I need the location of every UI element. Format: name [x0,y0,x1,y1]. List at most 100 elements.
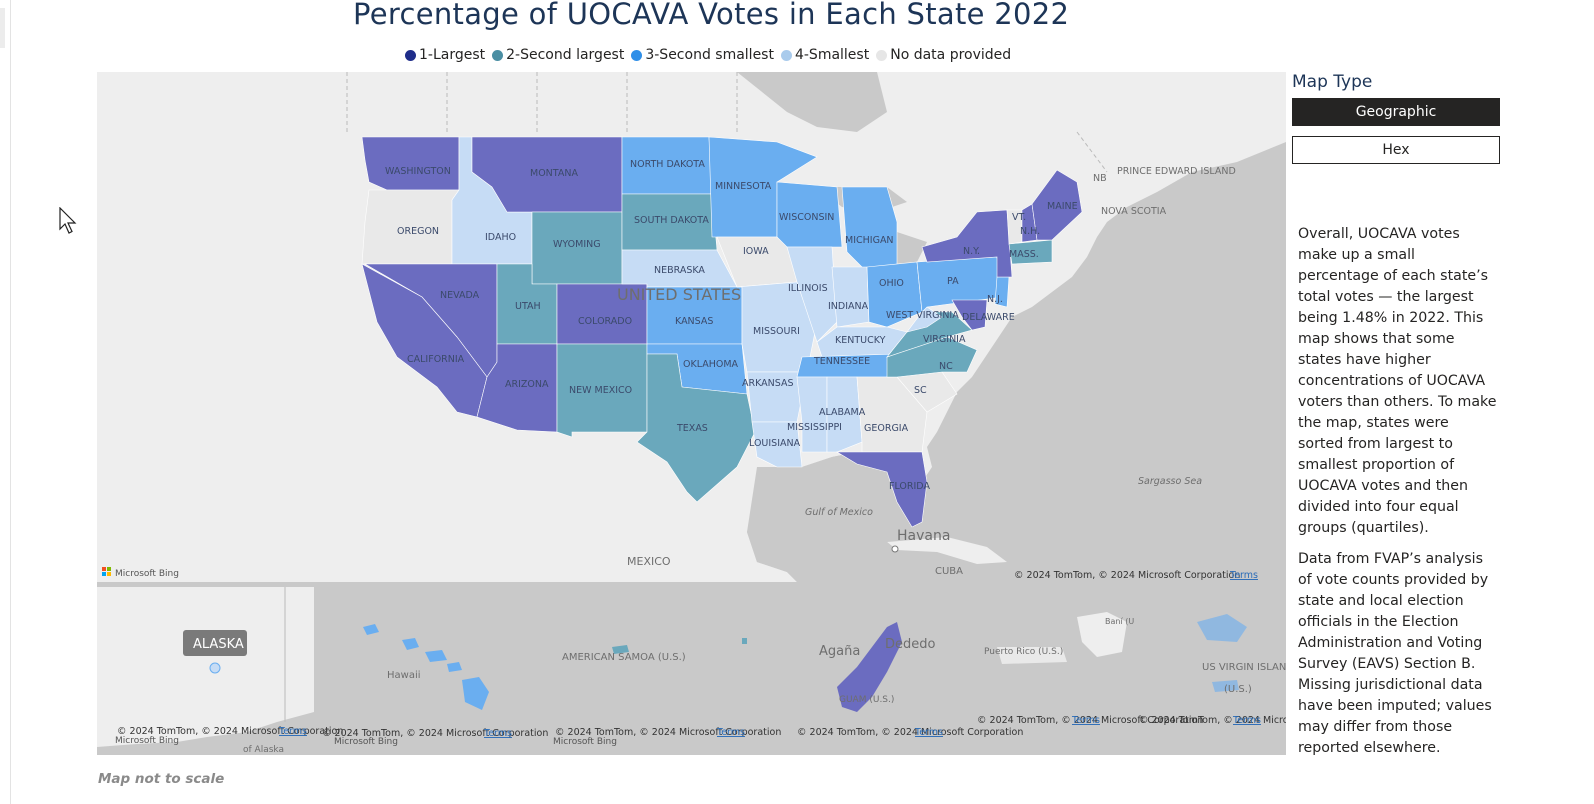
svg-text:N.J.: N.J. [987,294,1003,305]
state-washington[interactable] [361,136,460,191]
svg-text:NB: NB [1093,173,1107,184]
legend-item-second-largest[interactable]: 2-Second largest [492,47,624,63]
inset-virgin-islands[interactable]: US VIRGIN ISLANDS (U.S.) [1134,587,1286,755]
svg-text:UNITED STATES: UNITED STATES [617,285,741,304]
map-visual[interactable]: WASHINGTON MONTANA NORTH DAKOTA MINNESOT… [97,72,1286,755]
left-panel-tab [0,8,5,48]
state-new-york[interactable] [921,209,1013,278]
svg-text:LOUISIANA: LOUISIANA [749,438,801,449]
gulf-of-mexico [747,452,912,582]
svg-text:Microsoft Bing: Microsoft Bing [115,569,179,579]
land-mexico [397,412,757,582]
svg-text:KANSAS: KANSAS [675,316,713,327]
state-indiana[interactable] [831,266,870,328]
svg-text:NOVA SCOTIA: NOVA SCOTIA [1101,206,1167,217]
state-north-carolina[interactable] [886,336,978,378]
svg-text:ARKANSAS: ARKANSAS [742,378,794,389]
svg-text:Puerto Rico (U.S.): Puerto Rico (U.S.) [984,647,1063,657]
svg-text:© 2024 TomTom, © 2024 Microsof: © 2024 TomTom, © 2024 Microsoft Corporat… [1139,715,1286,726]
terms-link[interactable]: Terms [914,727,943,738]
terms-link[interactable]: Terms [278,726,307,737]
state-alabama[interactable] [826,376,863,453]
description-paragraph-1: Overall, UOCAVA votes make up a small pe… [1298,226,1497,536]
state-massachusetts[interactable] [1008,239,1053,265]
state-florida[interactable] [835,451,928,528]
state-maine[interactable] [1031,169,1083,241]
svg-text:© 2024 TomTom, © 2024 Microsof: © 2024 TomTom, © 2024 Microsoft Corporat… [977,715,1203,726]
terms-link[interactable]: Terms [1071,715,1100,726]
legend-swatch-icon [780,49,792,61]
svg-text:IDAHO: IDAHO [485,232,516,243]
state-illinois[interactable] [786,246,838,343]
city-marker-icon [891,545,899,553]
svg-text:NEW MEXICO: NEW MEXICO [569,385,632,396]
svg-text:CALIFORNIA: CALIFORNIA [407,354,465,365]
svg-text:CUBA: CUBA [935,566,963,577]
svg-text:VIRGINIA: VIRGINIA [923,334,966,345]
svg-text:VT.: VT. [1012,212,1026,223]
svg-text:OREGON: OREGON [397,226,439,237]
svg-text:© 2024 TomTom, © 2024 Microsof: © 2024 TomTom, © 2024 Microsoft Corporat… [322,728,548,739]
land-florida-cuba [887,537,1007,564]
svg-text:NORTH DAKOTA: NORTH DAKOTA [630,159,705,170]
svg-text:N.Y.: N.Y. [963,246,980,257]
inset-hawaii[interactable]: Hawaii [317,587,542,755]
svg-text:OHIO: OHIO [879,278,904,289]
svg-text:TENNESSEE: TENNESSEE [813,356,870,367]
svg-text:PA: PA [947,276,959,287]
svg-text:Baní (U.S.): Baní (U.S.) [1105,617,1148,626]
us-states[interactable] [361,136,1083,528]
svg-text:OKLAHOMA: OKLAHOMA [683,359,739,370]
svg-text:Dededo: Dededo [885,637,936,652]
legend-swatch-icon [876,49,888,61]
inset-alaska[interactable]: ALASKA of Alaska [97,587,314,755]
inset-american-samoa[interactable]: AMERICAN SAMOA (U.S.) [545,587,770,755]
svg-text:Havana: Havana [897,528,950,544]
map-canvas[interactable]: WASHINGTON MONTANA NORTH DAKOTA MINNESOT… [97,72,1286,755]
state-delaware-maryland[interactable] [951,299,988,331]
state-california[interactable] [361,263,488,418]
svg-text:MISSISSIPPI: MISSISSIPPI [787,422,842,433]
state-ohio[interactable] [866,261,923,328]
state-mississippi[interactable] [796,376,828,453]
svg-text:AMERICAN SAMOA (U.S.): AMERICAN SAMOA (U.S.) [562,652,686,663]
terms-link[interactable]: Terms [716,727,745,738]
legend-item-smallest[interactable]: 4-Smallest [780,47,869,63]
svg-text:© 2024 TomTom, © 2024 Microsof: © 2024 TomTom, © 2024 Microsoft Corporat… [555,727,781,738]
geographic-button[interactable]: Geographic [1292,98,1500,126]
legend-item-largest[interactable]: 1-Largest [405,47,485,63]
svg-text:of Alaska: of Alaska [243,745,284,755]
svg-text:ALASKA: ALASKA [193,637,244,652]
svg-text:PRINCE EDWARD ISLAND: PRINCE EDWARD ISLAND [1117,166,1236,177]
state-west-virginia[interactable] [906,306,943,333]
legend-item-no-data[interactable]: No data provided [876,47,1011,63]
inset-attributions: © 2024 TomTom, © 2024 Microsoft Corporat… [115,715,1286,747]
svg-text:Agaña: Agaña [819,644,860,659]
map-type-title: Map Type [1292,72,1373,92]
svg-text:NEVADA: NEVADA [440,290,480,301]
mouse-cursor-icon [59,207,77,234]
svg-text:INDIANA: INDIANA [828,301,869,312]
description-text: Overall, UOCAVA votes make up a small pe… [1298,224,1498,769]
state-louisiana[interactable] [751,421,803,468]
svg-text:NEBRASKA: NEBRASKA [654,265,705,276]
svg-text:ILLINOIS: ILLINOIS [788,283,828,294]
terms-link[interactable]: Terms [483,728,512,739]
legend-item-second-smallest[interactable]: 3-Second smallest [631,47,774,63]
terms-link[interactable]: Terms [1232,715,1261,726]
svg-text:© 2024 TomTom, © 2024 Microsof: © 2024 TomTom, © 2024 Microsoft Corporat… [1014,570,1240,581]
svg-text:MAINE: MAINE [1047,201,1078,212]
svg-text:WASHINGTON: WASHINGTON [385,166,451,177]
hex-button[interactable]: Hex [1292,136,1500,164]
terms-link[interactable]: Terms [1229,570,1258,581]
svg-text:MINNESOTA: MINNESOTA [715,181,772,192]
inset-guam[interactable]: Agaña Dededo GUAM (U.S.) [773,587,973,755]
state-texas[interactable] [636,353,756,503]
svg-text:© 2024 TomTom, © 2024 Microsof: © 2024 TomTom, © 2024 Microsoft Corporat… [797,727,1023,738]
svg-text:COLORADO: COLORADO [578,316,632,327]
svg-text:Microsoft Bing: Microsoft Bing [115,736,179,746]
inset-puerto-rico[interactable]: Puerto Rico (U.S.) Baní (U.S.) [976,587,1148,755]
legend-swatch-icon [492,49,504,61]
svg-text:WISCONSIN: WISCONSIN [779,212,834,223]
alaska-marker-icon[interactable] [209,662,221,674]
